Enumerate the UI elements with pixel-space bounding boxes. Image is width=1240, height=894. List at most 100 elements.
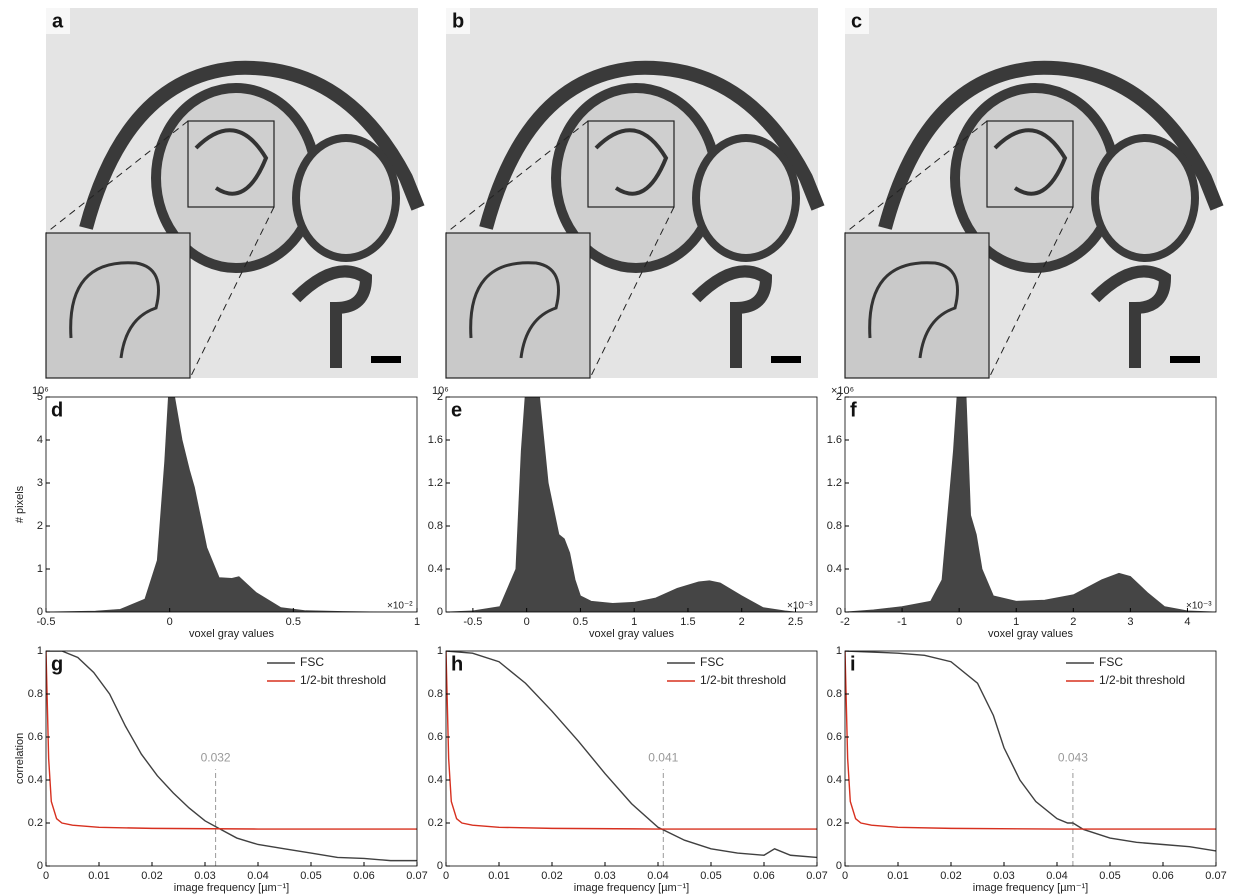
y-tick-label: 0.6 [428, 731, 443, 743]
x-tick-label: 0.03 [594, 870, 615, 882]
legend-label: 1/2-bit threshold [300, 673, 386, 687]
y-tick-label: 1 [437, 645, 443, 657]
legend-label: FSC [300, 655, 324, 669]
y-tick-label: 0.4 [827, 563, 842, 575]
label-bg [845, 8, 869, 34]
y-tick-label: 5 [37, 391, 43, 403]
label-bg [46, 8, 70, 34]
x-multiplier: ×10⁻³ [787, 601, 813, 612]
y-tick-label: 1.6 [428, 434, 443, 446]
axes-box [45, 650, 418, 867]
x-tick-label: 0.07 [1205, 870, 1226, 882]
legend-label: 1/2-bit threshold [700, 673, 786, 687]
image-panel [845, 8, 1217, 378]
y-tick-label: 1 [836, 645, 842, 657]
y-axis-label: # pixels [14, 485, 26, 523]
axes-box [445, 650, 818, 867]
y-tick-label: 2 [37, 520, 43, 532]
x-tick-label: -2 [840, 616, 850, 628]
y-tick-label: 0.8 [827, 520, 842, 532]
x-tick-label: 0.02 [940, 870, 961, 882]
y-tick-label: 4 [37, 434, 43, 446]
x-axis-label: image frequency [µm⁻¹] [574, 882, 689, 894]
fsc-line [446, 651, 817, 859]
y-tick-label: 0 [836, 606, 842, 618]
x-tick-label: 0.07 [806, 870, 827, 882]
x-tick-label: -0.5 [37, 616, 56, 628]
fsc-line [845, 651, 1216, 852]
y-multiplier: 10⁶ [32, 385, 49, 397]
axes-box [844, 396, 1217, 613]
x-tick-label: 0.06 [353, 870, 374, 882]
y-tick-label: 2 [437, 391, 443, 403]
x-tick-label: 0.01 [887, 870, 908, 882]
y-tick-label: 0.4 [28, 774, 43, 786]
axes-box [45, 396, 418, 613]
histogram-area [845, 397, 1216, 612]
y-tick-label: 0 [37, 606, 43, 618]
x-tick-label: 2 [1070, 616, 1076, 628]
y-tick-label: 1 [37, 645, 43, 657]
panel-label: g [51, 653, 63, 675]
y-tick-label: 0 [437, 606, 443, 618]
y-tick-label: 2 [836, 391, 842, 403]
y-tick-label: 1.6 [827, 434, 842, 446]
legend-label: 1/2-bit threshold [1099, 673, 1185, 687]
x-axis-label: voxel gray values [988, 628, 1073, 640]
y-tick-label: 0.4 [827, 774, 842, 786]
y-tick-label: 0.8 [827, 688, 842, 700]
panel-label: h [451, 653, 463, 675]
x-tick-label: 0.06 [753, 870, 774, 882]
y-tick-label: 0 [37, 860, 43, 872]
x-tick-label: -1 [897, 616, 907, 628]
y-tick-label: 0.4 [428, 774, 443, 786]
x-tick-label: 0.04 [1046, 870, 1067, 882]
marker-label: 0.043 [1058, 751, 1088, 765]
x-tick-label: 0.5 [286, 616, 301, 628]
panel-label: f [850, 399, 857, 421]
x-tick-label: 1 [631, 616, 637, 628]
panel-label: c [851, 10, 862, 32]
legend-label: FSC [700, 655, 724, 669]
x-tick-label: 1 [414, 616, 420, 628]
x-tick-label: 0.03 [194, 870, 215, 882]
x-tick-label: 0.06 [1152, 870, 1173, 882]
x-tick-label: 0 [167, 616, 173, 628]
x-tick-label: 0.5 [573, 616, 588, 628]
x-tick-label: 0 [524, 616, 530, 628]
axes-box [445, 396, 818, 613]
x-tick-label: 1.5 [680, 616, 695, 628]
y-tick-label: 0 [836, 860, 842, 872]
axes-box [844, 650, 1217, 867]
y-tick-label: 0.2 [827, 817, 842, 829]
label-bg [446, 8, 470, 34]
y-multiplier: 10⁶ [432, 385, 449, 397]
x-tick-label: 0.03 [993, 870, 1014, 882]
x-tick-label: 0 [43, 870, 49, 882]
x-tick-label: 4 [1184, 616, 1190, 628]
x-axis-label: image frequency [µm⁻¹] [174, 882, 289, 894]
y-tick-label: 0.4 [428, 563, 443, 575]
y-tick-label: 1.2 [827, 477, 842, 489]
image-panel [446, 8, 818, 378]
y-tick-label: 0.8 [428, 688, 443, 700]
y-tick-label: 0 [437, 860, 443, 872]
x-tick-label: 0.04 [247, 870, 268, 882]
x-tick-label: 0.07 [406, 870, 427, 882]
x-axis-label: voxel gray values [189, 628, 274, 640]
y-tick-label: 0.2 [428, 817, 443, 829]
y-tick-label: 0.2 [28, 817, 43, 829]
y-multiplier: ×10⁶ [831, 385, 854, 397]
y-tick-label: 0.8 [428, 520, 443, 532]
x-tick-label: 0.02 [541, 870, 562, 882]
y-tick-label: 0.6 [28, 731, 43, 743]
x-tick-label: 0.01 [488, 870, 509, 882]
y-tick-label: 1.2 [428, 477, 443, 489]
x-tick-label: 0 [956, 616, 962, 628]
fsc-line [46, 651, 417, 862]
panel-label: e [451, 399, 462, 421]
plot-data [845, 397, 1216, 612]
x-multiplier: ×10⁻³ [1186, 601, 1212, 612]
